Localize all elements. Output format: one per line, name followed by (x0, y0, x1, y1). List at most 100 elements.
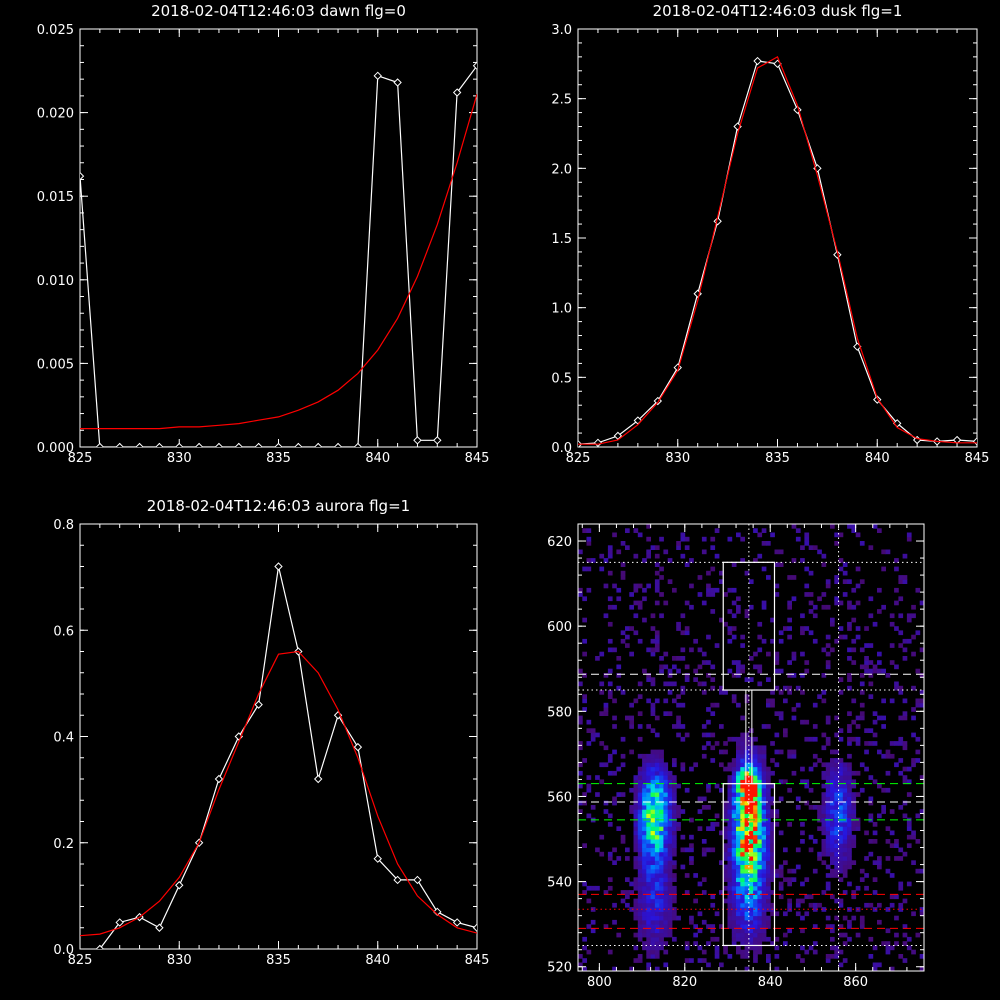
heat-pixel (642, 873, 647, 878)
heat-pixel (654, 809, 660, 814)
heat-pixel (808, 600, 814, 606)
heat-pixel (800, 830, 805, 836)
heat-pixel (864, 902, 869, 908)
heat-pixel (770, 617, 775, 623)
heat-pixel (714, 911, 720, 917)
heat-pixel (761, 787, 767, 793)
heat-pixel (877, 902, 882, 908)
heat-pixel (650, 907, 656, 912)
heat-pixel (872, 830, 878, 836)
heat-pixel (693, 873, 698, 878)
heat-pixel (667, 668, 673, 674)
heat-pixel (689, 958, 694, 963)
heat-pixel (654, 966, 660, 971)
heat-pixel (646, 553, 651, 559)
heat-pixel (663, 549, 669, 555)
heat-pixel (650, 545, 656, 550)
heat-pixel (582, 617, 587, 623)
heat-pixel (744, 839, 750, 844)
heat-pixel (744, 758, 750, 763)
heat-pixel (740, 894, 745, 900)
heat-pixel (607, 694, 613, 699)
heat-pixel (740, 800, 745, 806)
heat-pixel (680, 809, 686, 814)
heat-pixel (838, 690, 844, 695)
heat-pixel (748, 809, 754, 814)
heat-pixel (633, 826, 639, 831)
heat-pixel (731, 924, 737, 929)
heat-pixel (650, 843, 656, 848)
heat-pixel (821, 732, 827, 738)
heat-pixel (748, 762, 754, 768)
heat-pixel (650, 779, 656, 785)
heat-pixel (672, 787, 677, 793)
heat-pixel (654, 749, 660, 755)
heat-pixel (753, 753, 758, 759)
heat-pixel (885, 826, 891, 831)
heat-pixel (650, 902, 656, 908)
heat-pixel (684, 787, 690, 793)
heat-pixel (646, 830, 651, 836)
heat-pixel (740, 817, 745, 823)
heat-pixel (642, 805, 647, 810)
heat-pixel (586, 587, 592, 593)
heat-pixel (842, 579, 848, 584)
heat-pixel (761, 779, 767, 785)
heat-pixel (881, 698, 886, 704)
heat-pixel (659, 851, 664, 857)
heat-pixel (659, 919, 664, 925)
heat-pixel (646, 966, 651, 971)
heat-pixel (672, 911, 677, 917)
heat-pixel (607, 690, 613, 695)
data-point-marker (155, 442, 164, 447)
heat-pixel (654, 928, 660, 934)
heat-pixel (872, 732, 878, 738)
heat-pixel (667, 851, 673, 857)
heat-pixel (894, 587, 899, 593)
heat-pixel (894, 741, 899, 746)
heat-pixel (667, 809, 673, 814)
heat-pixel (838, 813, 844, 819)
heat-pixel (731, 898, 737, 904)
heat-pixel (672, 664, 677, 670)
heat-pixel (620, 630, 626, 636)
heat-pixel (744, 898, 750, 904)
heat-pixel (676, 715, 681, 721)
heat-pixel (701, 745, 707, 751)
heat-pixel (753, 890, 758, 895)
heat-pixel (812, 613, 818, 619)
heat-pixel (851, 792, 857, 797)
heat-pixel (637, 809, 643, 814)
heat-pixel (689, 558, 694, 563)
heat-pixel (744, 851, 750, 857)
heat-pixel (714, 822, 720, 827)
heat-pixel (757, 749, 763, 755)
heat-pixel (834, 796, 839, 802)
heat-pixel (710, 711, 716, 716)
heat-pixel (872, 860, 878, 865)
heat-pixel (642, 792, 647, 797)
extraction-box (722, 561, 776, 691)
heat-pixel (740, 805, 745, 810)
heat-pixel (817, 809, 822, 814)
data-point-marker (413, 875, 422, 885)
heat-pixel (800, 928, 805, 934)
heat-pixel (838, 728, 844, 733)
heat-pixel (795, 911, 801, 917)
heat-pixel (834, 779, 839, 785)
heat-pixel (834, 813, 839, 819)
heat-pixel (697, 575, 703, 580)
heat-pixel (748, 579, 754, 584)
heat-pixel (753, 902, 758, 908)
heat-pixel (761, 792, 767, 797)
heat-pixel (603, 558, 609, 563)
heat-pixel (659, 932, 664, 938)
heat-pixel (778, 894, 784, 900)
heat-pixel (838, 868, 844, 874)
heat-pixel (672, 775, 677, 780)
heat-pixel (637, 532, 643, 538)
heat-pixel (825, 792, 831, 797)
heat-pixel (753, 783, 758, 789)
x-tick-label: 825 (68, 953, 93, 968)
heat-pixel (586, 924, 592, 929)
